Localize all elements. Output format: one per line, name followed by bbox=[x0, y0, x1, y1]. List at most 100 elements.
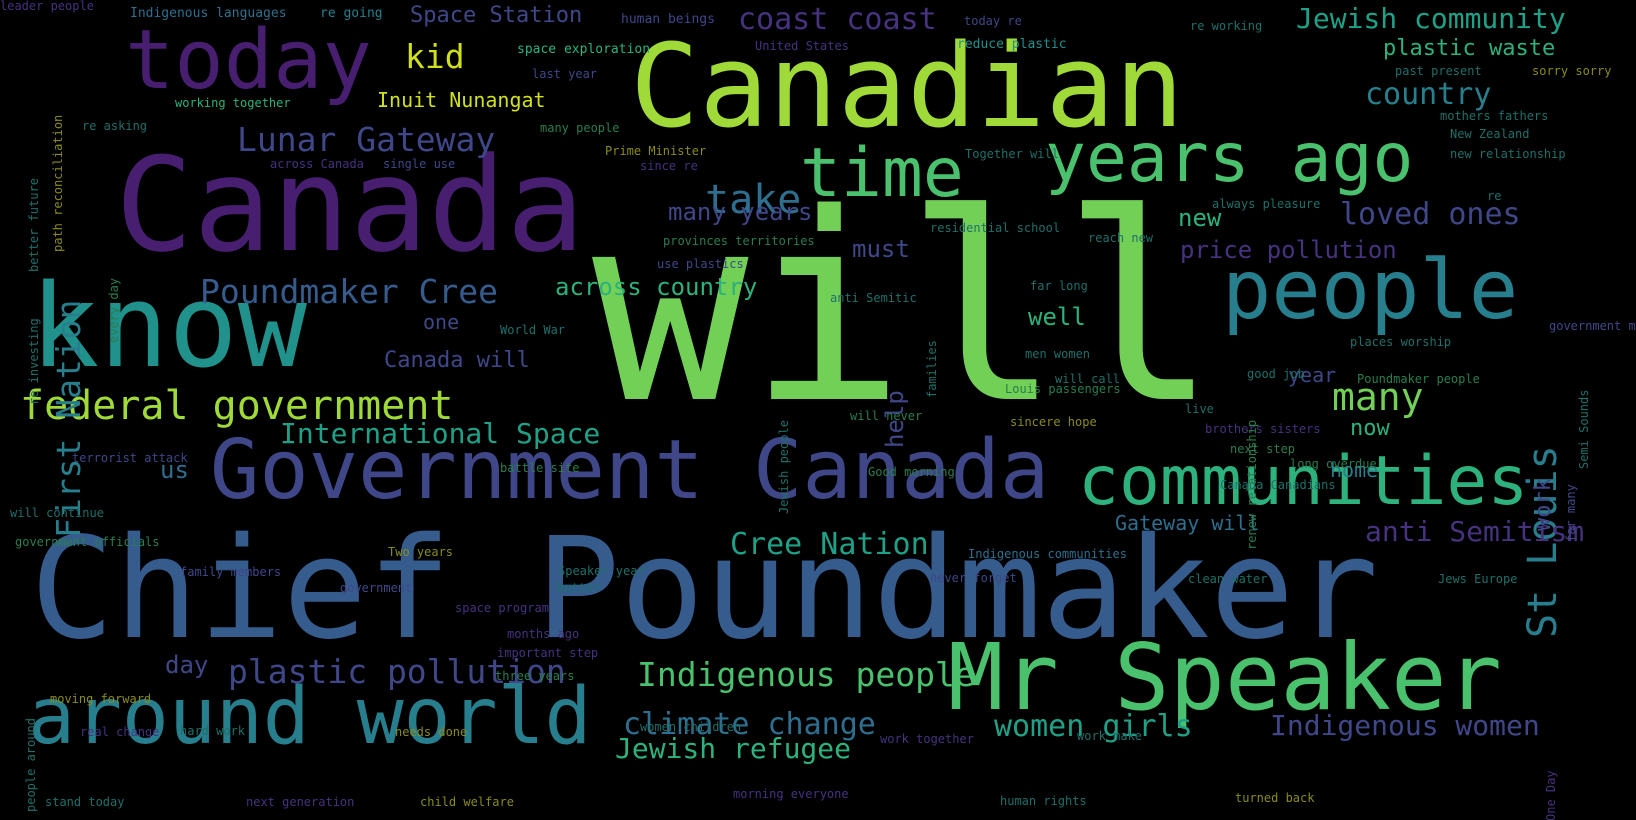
cloud-word: Space Station bbox=[410, 3, 583, 28]
cloud-word: Together will bbox=[965, 147, 1059, 161]
cloud-word: Jewish people bbox=[777, 420, 791, 514]
cloud-word: price pollution bbox=[1180, 236, 1397, 264]
cloud-word: federal government bbox=[20, 383, 454, 429]
cloud-word: leader people bbox=[0, 0, 94, 13]
cloud-word: work bbox=[1531, 478, 1556, 531]
cloud-word: communities bbox=[1078, 442, 1529, 521]
cloud-word: clean water bbox=[1188, 572, 1268, 586]
cloud-word: since re bbox=[640, 159, 698, 173]
cloud-word: today bbox=[125, 13, 372, 108]
cloud-word: Indigenous communities bbox=[968, 547, 1127, 561]
cloud-word: will call bbox=[1055, 372, 1121, 386]
cloud-word: far many bbox=[1564, 484, 1578, 542]
cloud-word: mothers fathers bbox=[1440, 109, 1549, 123]
cloud-word: Poundmaker Cree bbox=[200, 272, 499, 311]
cloud-word: many bbox=[1332, 375, 1424, 419]
cloud-word: Canada Canadians bbox=[1220, 478, 1336, 492]
cloud-word: single use bbox=[383, 157, 456, 171]
cloud-word: must bbox=[852, 235, 910, 263]
cloud-word: long overdue bbox=[1290, 457, 1377, 471]
cloud-word: sorry sorry bbox=[1532, 64, 1612, 78]
cloud-word: every day bbox=[107, 277, 121, 343]
cloud-word: work together bbox=[880, 732, 974, 746]
cloud-word: take bbox=[705, 177, 802, 223]
cloud-word: Canada bbox=[115, 129, 585, 281]
cloud-word: people around bbox=[24, 718, 38, 812]
cloud-word: Two years bbox=[388, 545, 454, 559]
cloud-word: now bbox=[1350, 416, 1390, 441]
cloud-word: today re bbox=[964, 14, 1022, 28]
cloud-word: across Canada bbox=[270, 157, 364, 171]
cloud-word: Indigenous women bbox=[1270, 709, 1540, 742]
cloud-word: Lunar Gateway bbox=[237, 120, 496, 159]
cloud-word: child welfare bbox=[420, 795, 514, 809]
cloud-word: anti Semitism bbox=[1365, 515, 1585, 548]
cloud-word: next step bbox=[1230, 442, 1296, 456]
cloud-word: will never bbox=[850, 409, 923, 423]
cloud-word: government management bbox=[1549, 319, 1636, 333]
cloud-word: morning everyone bbox=[733, 787, 849, 801]
cloud-word: renew relationship bbox=[1245, 419, 1259, 550]
cloud-word: plastic pollution bbox=[228, 652, 566, 691]
cloud-word: country bbox=[1365, 77, 1492, 112]
cloud-word: never forget bbox=[930, 571, 1017, 585]
cloud-word: three years bbox=[495, 669, 575, 683]
cloud-word: Indigenous people bbox=[637, 655, 975, 694]
cloud-word: plastic waste bbox=[1383, 36, 1556, 61]
cloud-word: Gateway will bbox=[1115, 511, 1260, 535]
cloud-word: family members bbox=[180, 565, 282, 579]
cloud-word: across country bbox=[555, 273, 758, 301]
cloud-word: reach new bbox=[1088, 231, 1154, 245]
cloud-word: climate change bbox=[623, 707, 876, 742]
cloud-word: one bbox=[423, 310, 460, 334]
cloud-word: battle site bbox=[500, 461, 580, 475]
cloud-word: human rights bbox=[1000, 794, 1087, 808]
cloud-word: coast coast bbox=[738, 2, 937, 37]
cloud-word: Inuit Nunangat bbox=[377, 88, 546, 112]
cloud-word: Prime Minister bbox=[605, 144, 707, 158]
cloud-word: will continue bbox=[10, 506, 104, 520]
cloud-word: real change bbox=[80, 725, 160, 739]
cloud-word: well bbox=[1028, 303, 1086, 331]
cloud-word: Cree Nation bbox=[730, 527, 929, 562]
cloud-word: re asking bbox=[82, 119, 148, 133]
cloud-word: One Day bbox=[1544, 770, 1558, 820]
cloud-word: new bbox=[1178, 204, 1222, 232]
cloud-word: re working bbox=[1190, 19, 1263, 33]
cloud-word: sincere hope bbox=[1010, 415, 1097, 429]
cloud-word: International Space bbox=[280, 417, 601, 450]
cloud-word: always pleasure bbox=[1212, 197, 1321, 211]
cloud-word: next generation bbox=[246, 795, 355, 809]
cloud-word: moving forward bbox=[50, 692, 152, 706]
cloud-word: re going bbox=[320, 6, 383, 21]
cloud-word: Semi Sounds bbox=[1577, 389, 1591, 469]
cloud-word: residential school bbox=[930, 221, 1061, 235]
cloud-word: Indigenous languages bbox=[130, 6, 287, 21]
cloud-word: new relationship bbox=[1450, 147, 1566, 161]
cloud-word: women girls bbox=[994, 709, 1193, 744]
cloud-word: us bbox=[160, 456, 189, 484]
cloud-word: government bbox=[340, 581, 413, 595]
cloud-word: past present bbox=[1395, 64, 1482, 78]
cloud-word: better future bbox=[27, 178, 41, 272]
cloud-word: men women bbox=[1025, 347, 1091, 361]
cloud-word: years ago bbox=[1045, 119, 1414, 198]
cloud-word: provinces territories bbox=[663, 234, 815, 248]
cloud-word: working together bbox=[175, 96, 291, 110]
cloud-word: Jewish refugee bbox=[615, 732, 852, 765]
cloud-word: use plastics bbox=[657, 257, 744, 271]
cloud-word: good job bbox=[1247, 367, 1305, 381]
cloud-word: Speaker year bbox=[558, 564, 645, 578]
cloud-word: Canada will bbox=[384, 348, 530, 373]
cloud-word: day bbox=[165, 651, 209, 679]
cloud-word: loved ones bbox=[1340, 197, 1521, 232]
cloud-word: people bbox=[1222, 243, 1519, 338]
cloud-word: around world bbox=[28, 672, 592, 762]
cloud-word: last year bbox=[532, 67, 598, 81]
cloud-word: know bbox=[30, 260, 307, 394]
cloud-word: many years bbox=[668, 198, 813, 226]
cloud-word: better bbox=[557, 581, 601, 595]
cloud-word: women children bbox=[640, 720, 742, 734]
cloud-word: kid bbox=[405, 37, 465, 76]
